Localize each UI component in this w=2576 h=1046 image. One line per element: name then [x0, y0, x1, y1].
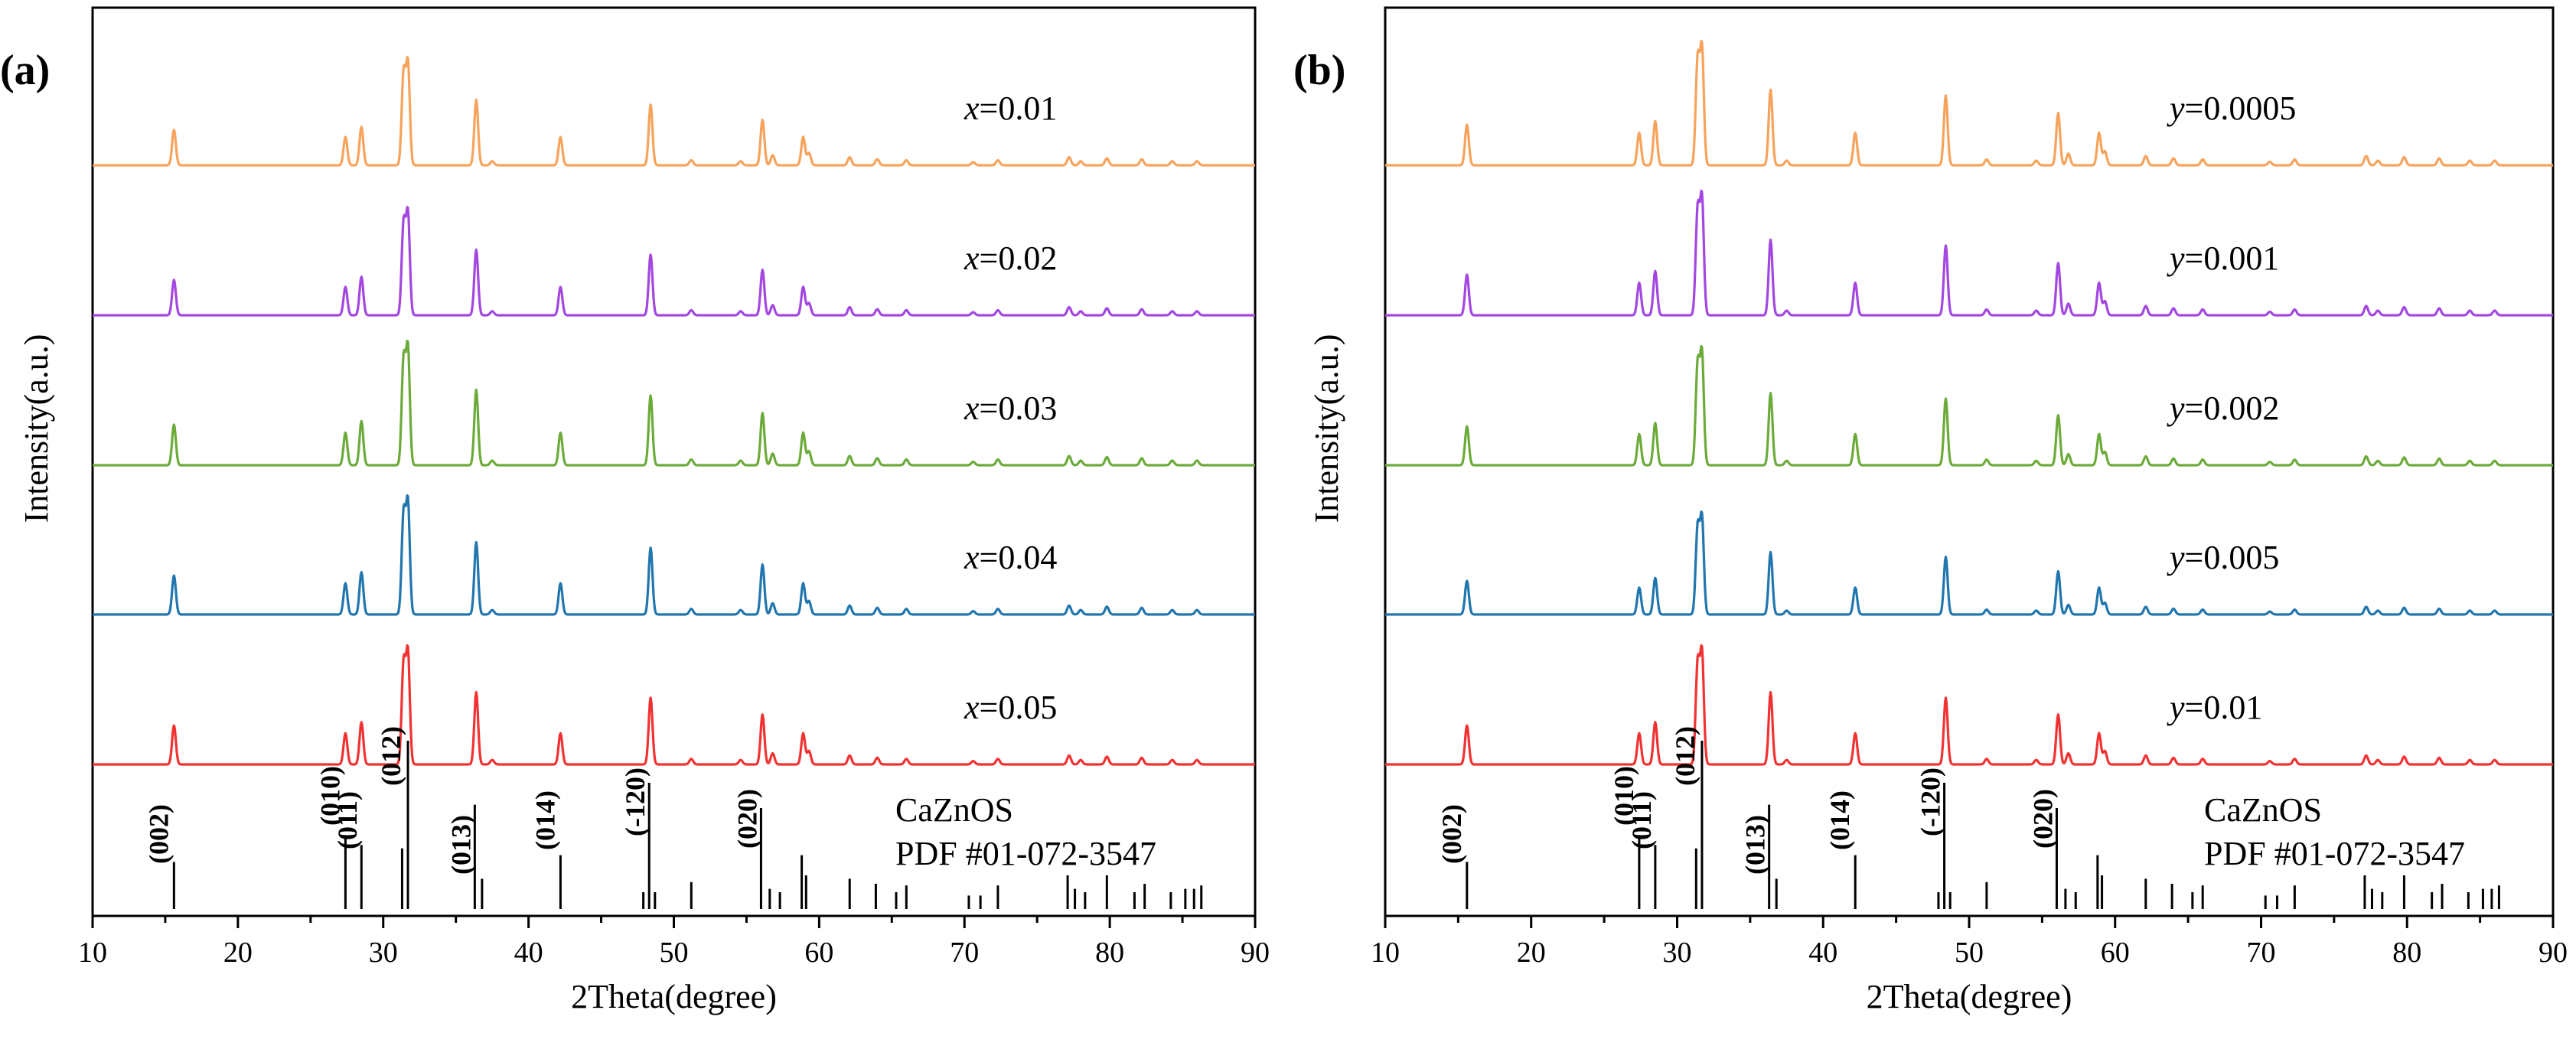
hkl-label: (012)	[376, 726, 406, 786]
x-axis-title: 2Theta(degree)	[1867, 978, 2072, 1015]
x-tick-label: 70	[950, 937, 979, 969]
reference-name: CaZnOS	[2204, 791, 2322, 829]
x-axis-title: 2Theta(degree)	[571, 978, 777, 1015]
series-line-4	[1384, 510, 2554, 616]
series-line-2	[1384, 189, 2554, 317]
series-label-3: y=0.002	[2167, 389, 2279, 427]
series-var: x	[964, 240, 980, 277]
series-value: =0.02	[980, 240, 1058, 277]
series-var: x	[964, 90, 980, 127]
series-value: =0.0005	[2185, 90, 2297, 127]
x-tick-label: 90	[1241, 937, 1270, 969]
x-tick-label: 70	[2247, 937, 2276, 969]
hkl-label: (-120)	[1915, 767, 1945, 836]
series-value: =0.01	[2185, 689, 2263, 726]
hkl-label: (002)	[143, 804, 174, 864]
x-tick-label: 40	[514, 937, 543, 969]
series-line-5	[1384, 644, 2554, 766]
series-label-5: y=0.01	[2167, 689, 2262, 726]
x-tick-label: 10	[78, 937, 107, 969]
series-value: =0.001	[2185, 240, 2280, 277]
series-label-2: x=0.02	[964, 240, 1057, 277]
panel-label: (a)	[0, 47, 50, 94]
hkl-label: (010)	[315, 766, 345, 826]
hkl-label: (010)	[1609, 766, 1639, 826]
x-tick-label: 20	[1517, 937, 1546, 969]
series-label-3: x=0.03	[964, 389, 1057, 427]
x-tick-label: 80	[1095, 937, 1124, 969]
hkl-label: (014)	[530, 790, 560, 850]
hkl-label: (013)	[1740, 815, 1771, 875]
series-label-1: x=0.01	[964, 90, 1057, 127]
x-tick-label: 10	[1371, 937, 1400, 969]
x-tick-label: 60	[2101, 937, 2130, 969]
series-var: y	[2167, 389, 2185, 427]
series-value: =0.002	[2185, 389, 2280, 427]
y-axis-title: Intensity(a.u.)	[18, 334, 55, 523]
x-tick-label: 80	[2392, 937, 2421, 969]
x-tick-label: 50	[660, 937, 689, 969]
series-value: =0.04	[980, 539, 1058, 576]
hkl-label: (020)	[732, 789, 762, 849]
series-value: =0.03	[980, 389, 1058, 427]
hkl-label: (-120)	[620, 767, 651, 836]
series-line-5	[92, 644, 1256, 766]
hkl-label: (014)	[1824, 790, 1855, 850]
hkl-label: (011)	[332, 791, 363, 849]
hkl-label: (011)	[1626, 791, 1657, 849]
panel-2: (b) 10 20 30 40 50 60 70 80 90 2Theta(degree) Inten…	[1293, 6, 2568, 1015]
hkl-label: (012)	[1670, 726, 1700, 786]
hkl-label: (020)	[2027, 789, 2058, 849]
reference-pdf: PDF #01-072-3547	[895, 835, 1156, 872]
hkl-label: (002)	[1436, 804, 1467, 864]
series-var: y	[2167, 539, 2185, 576]
x-tick-label: 90	[2539, 937, 2568, 969]
series-label-2: y=0.001	[2167, 240, 2279, 277]
y-axis-title: Intensity(a.u.)	[1308, 334, 1345, 523]
series-var: x	[964, 389, 980, 427]
series-var: x	[964, 689, 980, 726]
series-label-5: x=0.05	[964, 689, 1057, 726]
series-line-2	[92, 206, 1256, 317]
series-line-3	[1384, 345, 2554, 467]
series-var: y	[2167, 90, 2185, 127]
series-line-4	[92, 494, 1256, 616]
x-tick-label: 20	[223, 937, 253, 969]
series-value: =0.05	[980, 689, 1058, 726]
series-var: y	[2167, 689, 2185, 726]
panel-1: (a) 10 20 30 40 50 60 70 80 90 2Theta(degree) Inten…	[0, 6, 1270, 1015]
hkl-label: (013)	[445, 815, 476, 875]
x-tick-label: 30	[1663, 937, 1692, 969]
x-tick-label: 40	[1808, 937, 1837, 969]
series-value: =0.005	[2185, 539, 2280, 576]
x-tick-label: 60	[804, 937, 833, 969]
series-line-3	[92, 339, 1256, 467]
series-var: x	[964, 539, 980, 576]
reference-name: CaZnOS	[895, 791, 1013, 829]
x-tick-label: 50	[1955, 937, 1984, 969]
series-line-1	[1384, 39, 2554, 167]
series-line-1	[92, 56, 1256, 167]
series-value: =0.01	[980, 90, 1058, 127]
series-label-1: y=0.0005	[2167, 90, 2296, 127]
x-tick-label: 30	[369, 937, 398, 969]
series-label-4: x=0.04	[964, 539, 1057, 576]
panel-label: (b)	[1293, 47, 1345, 94]
series-var: y	[2167, 240, 2185, 277]
series-label-4: y=0.005	[2167, 539, 2279, 576]
reference-pdf: PDF #01-072-3547	[2204, 835, 2465, 872]
